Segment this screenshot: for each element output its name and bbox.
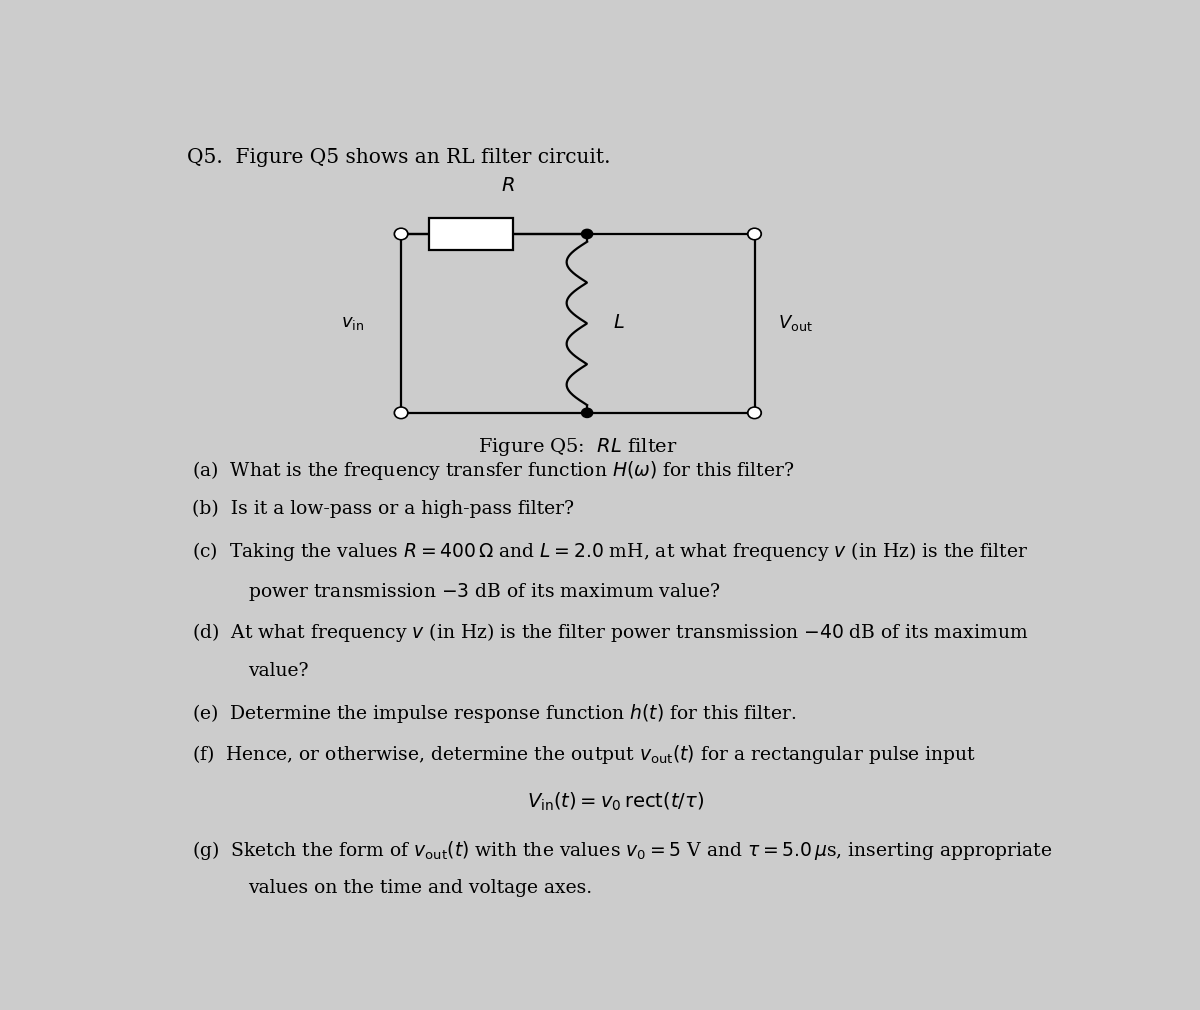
Text: value?: value? (247, 662, 308, 680)
Text: (g)  Sketch the form of $v_{\mathrm{out}}(t)$ with the values $v_0 = 5$ V and $\: (g) Sketch the form of $v_{\mathrm{out}}… (192, 839, 1052, 862)
Text: values on the time and voltage axes.: values on the time and voltage axes. (247, 880, 592, 898)
Text: $V_{\mathrm{out}}$: $V_{\mathrm{out}}$ (778, 313, 812, 333)
Bar (430, 218, 512, 249)
Text: $L$: $L$ (613, 314, 625, 332)
Circle shape (749, 229, 760, 238)
Circle shape (749, 409, 760, 417)
Circle shape (582, 408, 593, 417)
Circle shape (582, 229, 593, 238)
Text: (c)  Taking the values $R = 400\,\Omega$ and $L = 2.0$ mH, at what frequency $v$: (c) Taking the values $R = 400\,\Omega$ … (192, 540, 1028, 564)
Text: (b)  Is it a low-pass or a high-pass filter?: (b) Is it a low-pass or a high-pass filt… (192, 500, 574, 518)
Text: Figure Q5:  $RL$ filter: Figure Q5: $RL$ filter (478, 436, 678, 459)
Circle shape (396, 229, 407, 238)
Text: (d)  At what frequency $v$ (in Hz) is the filter power transmission $-40$ dB of : (d) At what frequency $v$ (in Hz) is the… (192, 621, 1028, 644)
Text: $R$: $R$ (502, 177, 515, 195)
Text: Q5.  Figure Q5 shows an RL filter circuit.: Q5. Figure Q5 shows an RL filter circuit… (187, 148, 611, 168)
Circle shape (396, 409, 407, 417)
Text: (a)  What is the frequency transfer function $H(\omega)$ for this filter?: (a) What is the frequency transfer funct… (192, 460, 794, 483)
Text: power transmission $-3$ dB of its maximum value?: power transmission $-3$ dB of its maximu… (247, 581, 720, 603)
Text: (e)  Determine the impulse response function $h(t)$ for this filter.: (e) Determine the impulse response funct… (192, 702, 797, 725)
Text: $v_{\mathrm{in}}$: $v_{\mathrm{in}}$ (341, 314, 364, 332)
Text: (f)  Hence, or otherwise, determine the output $v_{\mathrm{out}}(t)$ for a recta: (f) Hence, or otherwise, determine the o… (192, 742, 976, 766)
Text: $V_{\mathrm{in}}(t) = v_0\,\mathrm{rect}(t/\tau)$: $V_{\mathrm{in}}(t) = v_0\,\mathrm{rect}… (527, 791, 703, 813)
